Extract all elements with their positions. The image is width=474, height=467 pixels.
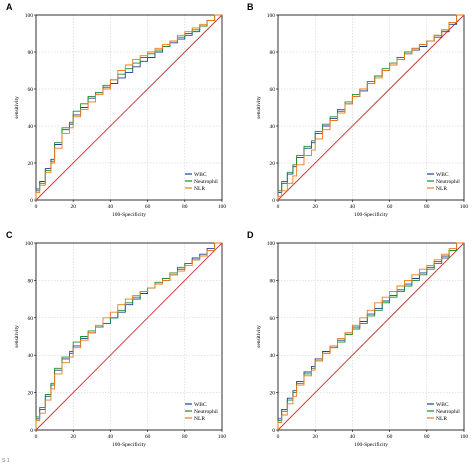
y-tick-label: 80 [28, 50, 34, 56]
roc-panel-c: C 0 20 40 60 80 100 0 20 40 60 80 100 100-Specificity… [6, 230, 226, 448]
reference-diagonal-line [35, 242, 223, 431]
y-axis-label: sensitivity [256, 325, 262, 348]
legend-label-nlr: NLR [436, 186, 447, 192]
panel-letter: C [6, 230, 13, 240]
y-tick-label: 40 [28, 124, 34, 130]
legend-label-neutrophil: Neutrophil [194, 179, 218, 185]
x-tick-label: 100 [460, 434, 469, 440]
x-tick-label: 40 [350, 204, 356, 210]
plot-frame [277, 14, 465, 201]
panel-letter: B [247, 2, 254, 12]
y-tick-label: 80 [270, 50, 276, 56]
legend-label-neutrophil: Neutrophil [194, 409, 218, 415]
y-tick-label: 40 [270, 353, 276, 359]
legend-label-nlr: NLR [436, 416, 447, 422]
legend-label-wbc: WBC [436, 402, 449, 408]
legend-label-neutrophil: Neutrophil [436, 409, 460, 415]
y-tick-label: 20 [28, 161, 34, 167]
roc-curve-nlr [277, 14, 464, 200]
x-tick-label: 80 [424, 434, 430, 440]
x-tick-label: 0 [35, 434, 38, 440]
x-tick-label: 20 [312, 204, 318, 210]
roc-curve-nlr [277, 242, 464, 430]
x-tick-label: 60 [145, 434, 151, 440]
panel-letter: A [6, 2, 13, 12]
reference-diagonal-line [277, 242, 465, 431]
y-tick-label: 0 [30, 198, 33, 204]
legend-label-wbc: WBC [194, 172, 207, 178]
x-tick-label: 40 [108, 204, 114, 210]
legend-label-neutrophil: Neutrophil [436, 179, 460, 185]
roc-panel-d: D 0 20 40 60 80 100 0 20 40 60 80 100 100-Specificity… [247, 230, 468, 448]
x-tick-label: 100 [460, 204, 469, 210]
x-tick-label: 40 [108, 434, 114, 440]
legend-label-wbc: WBC [194, 402, 207, 408]
y-tick-label: 60 [28, 316, 34, 322]
y-tick-label: 60 [270, 87, 276, 93]
x-tick-label: 80 [182, 434, 188, 440]
y-tick-label: 0 [272, 198, 275, 204]
legend-label-wbc: WBC [436, 172, 449, 178]
x-tick-label: 0 [277, 434, 280, 440]
x-tick-label: 20 [70, 204, 76, 210]
x-tick-label: 100 [218, 434, 227, 440]
y-tick-label: 60 [28, 87, 34, 93]
y-tick-label: 40 [28, 353, 34, 359]
x-axis-label: 100-Specificity [354, 441, 388, 448]
x-tick-label: 60 [387, 204, 393, 210]
footer-text: S 1 [2, 458, 10, 464]
y-axis-label: sensitivity [14, 96, 20, 119]
roc-panel-a: A 0 20 40 60 80 100 0 20 40 60 80 100 100-Specificity… [6, 2, 226, 218]
x-tick-label: 20 [70, 434, 76, 440]
y-tick-label: 100 [267, 241, 276, 247]
y-tick-label: 80 [270, 278, 276, 284]
y-tick-label: 60 [270, 316, 276, 322]
roc-curve-nlr [35, 14, 222, 200]
y-tick-label: 20 [270, 161, 276, 167]
y-tick-label: 20 [270, 391, 276, 397]
x-axis-label: 100-Specificity [112, 441, 146, 448]
y-axis-label: sensitivity [256, 96, 262, 119]
plot-frame [277, 242, 465, 431]
x-tick-label: 60 [145, 204, 151, 210]
panel-letter: D [247, 230, 254, 240]
roc-panel-b: B 0 20 40 60 80 100 0 20 40 60 80 100 100-Specificity… [247, 2, 468, 218]
y-tick-label: 40 [270, 124, 276, 130]
roc-curve-nlr [35, 242, 222, 430]
x-tick-label: 0 [35, 204, 38, 210]
x-tick-label: 100 [218, 204, 227, 210]
plot-frame [35, 14, 223, 201]
x-tick-label: 0 [277, 204, 280, 210]
x-tick-label: 80 [424, 204, 430, 210]
plot-frame [35, 242, 223, 431]
y-tick-label: 80 [28, 278, 34, 284]
x-tick-label: 60 [387, 434, 393, 440]
legend-label-nlr: NLR [194, 416, 205, 422]
y-axis-label: sensitivity [14, 325, 20, 348]
x-axis-label: 100-Specificity [354, 211, 388, 218]
y-tick-label: 100 [25, 241, 34, 247]
y-tick-label: 100 [25, 13, 34, 19]
x-axis-label: 100-Specificity [112, 211, 146, 218]
reference-diagonal-line [35, 14, 223, 201]
x-tick-label: 80 [182, 204, 188, 210]
y-tick-label: 0 [272, 428, 275, 434]
y-tick-label: 20 [28, 391, 34, 397]
y-tick-label: 0 [30, 428, 33, 434]
y-tick-label: 100 [267, 13, 276, 19]
x-tick-label: 20 [312, 434, 318, 440]
reference-diagonal-line [277, 14, 465, 201]
x-tick-label: 40 [350, 434, 356, 440]
legend-label-nlr: NLR [194, 186, 205, 192]
